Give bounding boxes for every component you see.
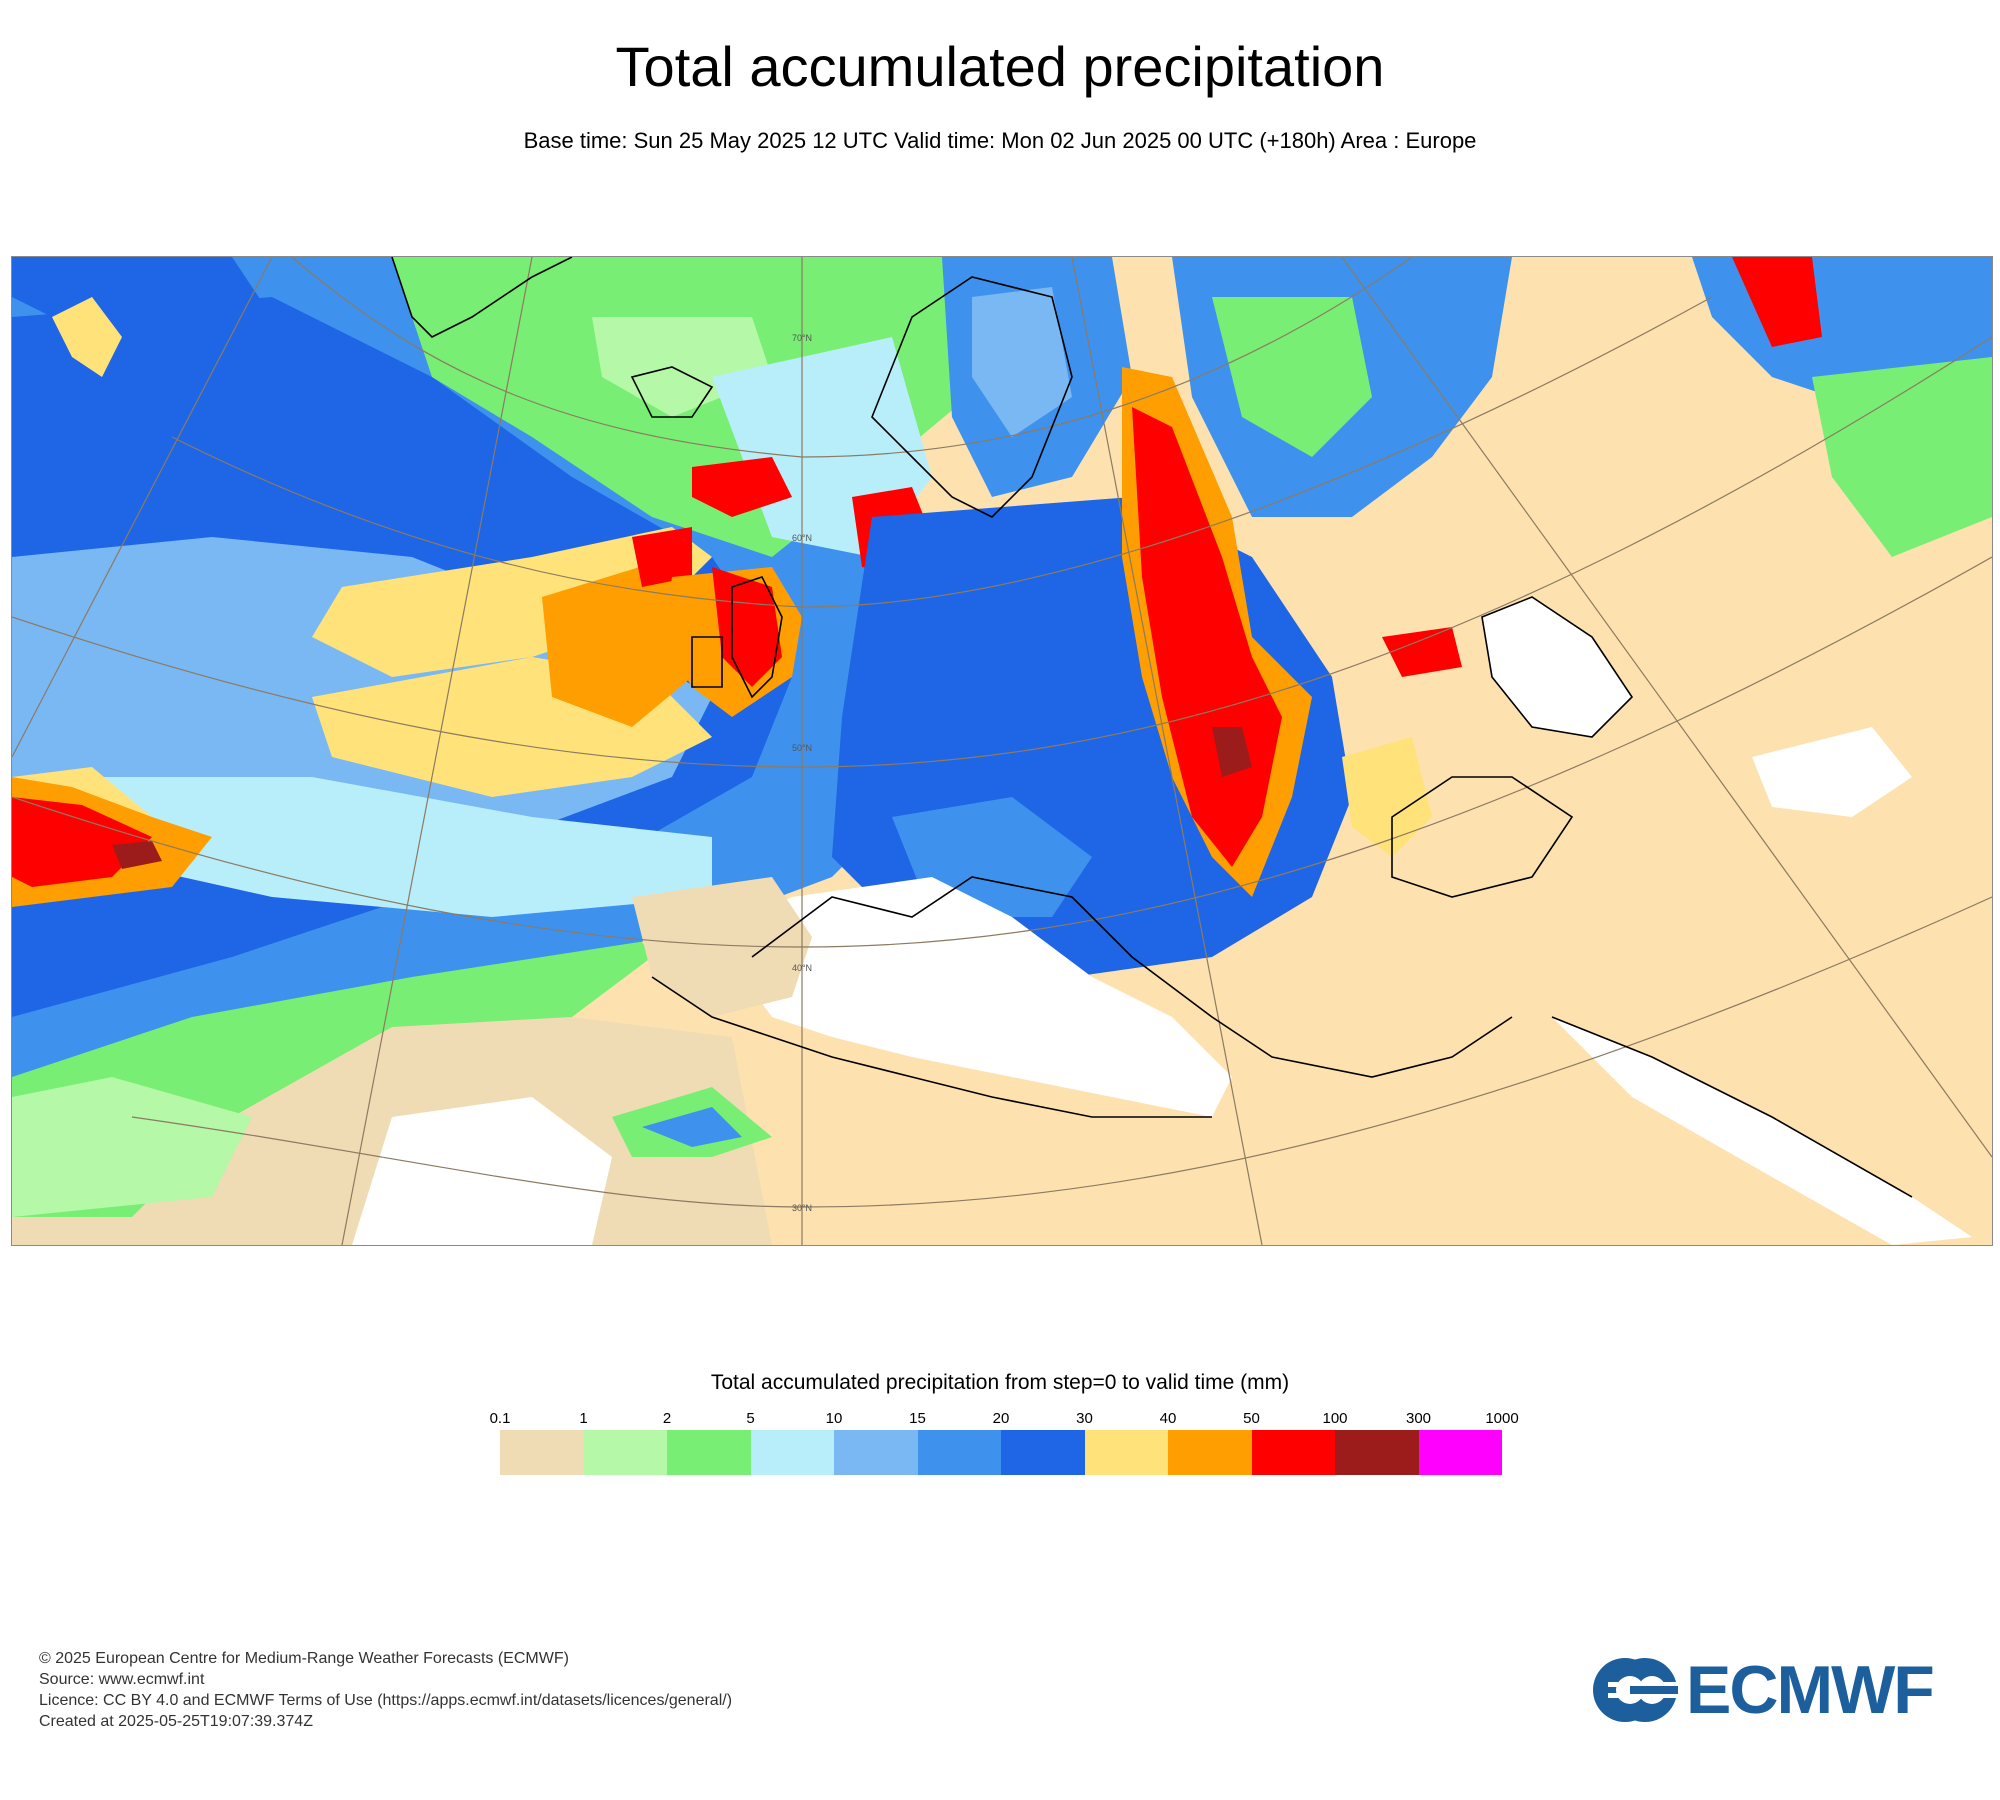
lat-label-50: 50°N bbox=[792, 743, 812, 753]
footer-source: Source: www.ecmwf.int bbox=[39, 1671, 205, 1688]
west-atlantic-darkred bbox=[112, 841, 162, 869]
british-isles-red bbox=[712, 567, 782, 687]
greenland-yellow-patch bbox=[52, 297, 122, 377]
legend-title: Total accumulated precipitation from ste… bbox=[710, 1371, 1290, 1394]
legend-swatch bbox=[1001, 1430, 1085, 1475]
color-legend: 0.1 1 2 5 10 15 20 30 40 50 100 300 1000 bbox=[490, 1410, 1519, 1475]
legend-swatch bbox=[500, 1430, 584, 1475]
atlantic-lightgreen-band bbox=[12, 1077, 252, 1217]
legend-swatch bbox=[1168, 1430, 1252, 1475]
mediterranean-sea bbox=[712, 877, 1232, 1117]
footer: © 2025 European Centre for Medium-Range … bbox=[39, 1648, 732, 1732]
ecmwf-logo: ECMWF bbox=[1590, 1655, 1965, 1725]
black-sea-yellow bbox=[1342, 737, 1432, 857]
lat-label-70: 70°N bbox=[792, 333, 812, 343]
legend-swatch bbox=[667, 1430, 751, 1475]
legend-tick-label: 10 bbox=[825, 1410, 843, 1427]
lat-label-60: 60°N bbox=[792, 533, 812, 543]
lat-label-40: 40°N bbox=[792, 963, 812, 973]
ecmwf-logo-text: ECMWF bbox=[1686, 1652, 1935, 1728]
legend-colorbar bbox=[500, 1430, 1502, 1475]
legend-swatch bbox=[1418, 1430, 1502, 1475]
legend-swatch bbox=[750, 1430, 834, 1475]
map-svg: 70°N 60°N 50°N 40°N 30°N bbox=[12, 257, 1992, 1245]
legend-tick-label: 0.1 bbox=[489, 1410, 511, 1427]
legend-tick-label: 100 bbox=[1322, 1410, 1348, 1427]
legend-tick-label: 5 bbox=[746, 1410, 755, 1427]
northeast-red-patch bbox=[1732, 257, 1822, 347]
eastern-europe-darkred bbox=[1212, 727, 1252, 777]
iberia-dry bbox=[632, 877, 812, 1017]
red-sea-region bbox=[1552, 1017, 1972, 1245]
scandinavia-light-blue bbox=[972, 287, 1072, 437]
legend-tick-label: 15 bbox=[909, 1410, 926, 1427]
legend-swatch bbox=[1335, 1430, 1419, 1475]
graticule bbox=[12, 257, 1992, 1245]
footer-created: Created at 2025-05-25T19:07:39.374Z bbox=[39, 1713, 313, 1730]
legend-swatch bbox=[834, 1430, 918, 1475]
atlas-blue bbox=[642, 1107, 742, 1147]
lat-label-30: 30°N bbox=[792, 1203, 812, 1213]
legend-tick-label: 2 bbox=[662, 1410, 672, 1427]
precipitation-map: 70°N 60°N 50°N 40°N 30°N bbox=[11, 256, 1993, 1246]
footer-licence: Licence: CC BY 4.0 and ECMWF Terms of Us… bbox=[39, 1692, 733, 1709]
aral-sea-region bbox=[1752, 727, 1912, 817]
legend-swatch bbox=[917, 1430, 1001, 1475]
legend-tick-label: 1000 bbox=[1485, 1410, 1519, 1427]
atlantic-cyan-band bbox=[92, 777, 712, 917]
atlantic-red-patch bbox=[632, 527, 692, 587]
caspian-sea bbox=[1482, 597, 1632, 737]
footer-copyright: © 2025 European Centre for Medium-Range … bbox=[39, 1650, 569, 1667]
sahara-atlantic-dry bbox=[352, 1097, 612, 1245]
legend-tick-label: 300 bbox=[1405, 1410, 1432, 1427]
atlantic-yellow-streak-1 bbox=[312, 527, 712, 677]
coastlines bbox=[391, 257, 1913, 1198]
legend-swatch bbox=[583, 1430, 667, 1475]
legend-swatch bbox=[1251, 1430, 1335, 1475]
legend-tick-label: 40 bbox=[1159, 1410, 1177, 1427]
legend-tick-label: 50 bbox=[1243, 1410, 1260, 1427]
west-russia-green bbox=[1212, 297, 1372, 457]
west-atlantic-red bbox=[12, 797, 152, 887]
legend-tick-label: 30 bbox=[1076, 1410, 1093, 1427]
ecmwf-logo-icon bbox=[1593, 1658, 1678, 1722]
norwegian-sea-red-patch bbox=[692, 457, 792, 517]
legend-tick-label: 1 bbox=[579, 1410, 588, 1427]
legend-tick-label: 20 bbox=[992, 1410, 1010, 1427]
chart-subtitle: Base time: Sun 25 May 2025 12 UTC Valid … bbox=[523, 128, 1477, 153]
legend-swatch bbox=[1084, 1430, 1168, 1475]
east-green bbox=[1812, 357, 1992, 557]
greenland-coast-heavy bbox=[12, 257, 272, 357]
black-sea-north-red bbox=[1382, 627, 1462, 677]
chart-title: Total accumulated precipitation bbox=[615, 35, 1385, 98]
legend-ticks: 0.1 1 2 5 10 15 20 30 40 50 100 300 1000 bbox=[490, 1410, 1519, 1430]
